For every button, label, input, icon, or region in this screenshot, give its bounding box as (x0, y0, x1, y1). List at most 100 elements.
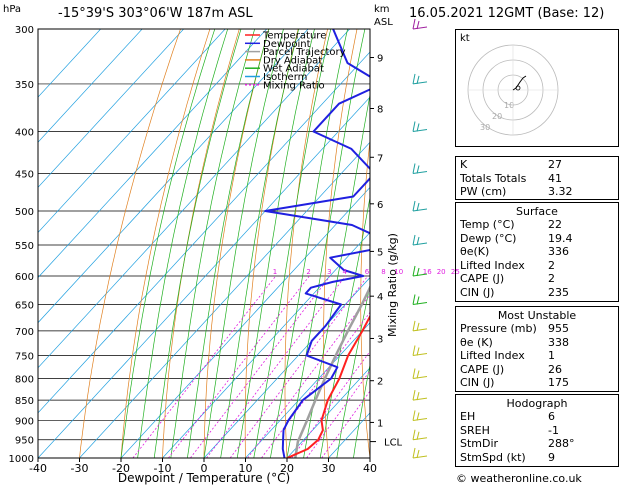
info-label: Pressure (mb) (460, 322, 537, 335)
wind-barb-staff (412, 208, 428, 212)
info-value: 41 (548, 171, 562, 185)
wet-adiabat--4 (187, 29, 270, 458)
info-value: 2 (548, 272, 555, 285)
info-label: Temp (°C) (460, 218, 515, 231)
info-row: CIN (J) 235 (460, 286, 614, 299)
info-label: CAPE (J) (460, 362, 505, 376)
wind-barb-flag (412, 389, 416, 401)
wind-barb-staff (412, 375, 428, 379)
copyright: © weatheronline.co.uk (456, 472, 582, 485)
wind-barb-flag (412, 294, 416, 305)
info-label: K (460, 158, 468, 171)
wet-adiabat--20 (120, 29, 216, 458)
info-value: 175 (548, 376, 569, 389)
info-label: CIN (J) (460, 285, 495, 299)
wind-barb-flag (416, 165, 420, 174)
dry-adiabat--30 (79, 29, 181, 458)
info-row: θe(K) 336 (460, 245, 614, 258)
km-tick-label: 4 (377, 292, 383, 303)
x-tick-label: -10 (154, 462, 172, 475)
info-label: EH (460, 410, 476, 423)
info-row: Pressure (mb) 955 (460, 322, 614, 335)
info-value: 1 (548, 349, 555, 362)
isotherm--70 (38, 29, 309, 324)
x-tick-label: 40 (363, 462, 377, 475)
info-label: θe(K) (460, 245, 490, 258)
info-row: StmSpd (kt) 9 (460, 451, 614, 464)
hodograph-panel: kt 10 20 30 (455, 29, 619, 147)
wind-barb-staff (412, 129, 428, 133)
pressure-tick-label: 500 (15, 207, 34, 218)
wind-barb-staff (412, 302, 428, 305)
hodo-ring-label-30: 30 (480, 123, 490, 132)
info-row: CAPE (J) 26 (460, 363, 614, 376)
legend-entry: Dry Adiabat (263, 55, 322, 66)
location-title: -15°39'S 303°06'W 187m ASL (58, 6, 253, 21)
temperature-line (286, 314, 370, 458)
wet-adiabat--8 (170, 29, 256, 458)
wet-adiabat-24 (303, 92, 370, 458)
wind-barb-flag (412, 200, 416, 212)
wind-barb-flag (416, 75, 420, 85)
info-value: -1 (548, 423, 559, 437)
height-unit: km (374, 4, 390, 15)
wind-barb-flag (416, 370, 420, 379)
info-row: Temp (°C) 22 (460, 218, 614, 231)
wind-barb-staff (412, 455, 428, 459)
mixing-ratio-label: 8 (381, 268, 385, 276)
pressure-tick-label: 750 (15, 351, 34, 362)
pressure-tick-label: 450 (15, 169, 34, 180)
pressure-tick-label: 400 (15, 128, 34, 139)
km-tick-label: 2 (377, 377, 383, 388)
info-label: PW (cm) (460, 185, 507, 198)
info-label: CIN (J) (460, 376, 495, 389)
info-value: 955 (548, 322, 569, 335)
parcel-trajectory-line (294, 284, 370, 458)
info-value: 235 (548, 285, 569, 299)
x-tick-label: -30 (71, 462, 89, 475)
mixing-ratio-label: 16 (423, 268, 432, 276)
wind-barb-flag (412, 73, 416, 85)
info-row: Lifted Index 2 (460, 259, 614, 272)
info-row: PW (cm) 3.32 (460, 185, 614, 198)
wind-barb-flag (416, 296, 420, 305)
info-label: Lifted Index (460, 349, 525, 362)
wind-barb-flag (416, 449, 420, 459)
km-tick-label: 5 (377, 247, 383, 258)
wind-barb-flag (412, 18, 416, 30)
mixing-ratio-label: 3 (327, 268, 331, 276)
isotherm--80 (38, 29, 268, 279)
info-value: 3.32 (548, 185, 573, 198)
wind-barb-staff (412, 417, 428, 421)
dry-adiabat-20 (284, 29, 328, 458)
wind-barb-flag (416, 412, 420, 421)
wind-barb-staff (412, 437, 428, 441)
mixing-ratio-line-6 (229, 275, 369, 458)
wet-adiabat-4 (220, 29, 300, 458)
km-tick-label: 8 (377, 105, 383, 116)
wind-barb-staff (412, 397, 428, 401)
wet-adiabat-28 (319, 195, 370, 458)
dry-adiabat-50 (397, 4, 420, 458)
section-title: Hodograph (506, 397, 568, 410)
info-value: 27 (548, 158, 562, 171)
wet-adiabat-0 (203, 29, 284, 458)
wind-barb-flag (416, 20, 420, 30)
wind-barb-flag (412, 163, 416, 174)
height-ref: ASL (374, 17, 393, 28)
legend-entry: Mixing Ratio (263, 80, 325, 91)
dry-adiabat-60 (432, 4, 453, 458)
info-label: θe (K) (460, 335, 493, 349)
datetime-title: 16.05.2021 12GMT (Base: 12) (409, 6, 605, 21)
mixing-ratio-label: 6 (365, 268, 370, 276)
mixing-ratio-line-3 (190, 275, 331, 458)
dry-adiabat-40 (360, 137, 370, 458)
wind-barb-staff (412, 81, 428, 85)
info-row: Lifted Index 1 (460, 349, 614, 362)
section-title: Surface (516, 205, 558, 218)
legend-entry: Parcel Trajectory (263, 47, 346, 58)
km-tick-label: 9 (377, 54, 383, 65)
isotherm-10 (245, 322, 370, 458)
wind-barb-flag (412, 234, 416, 246)
info-label: StmDir (460, 437, 499, 450)
